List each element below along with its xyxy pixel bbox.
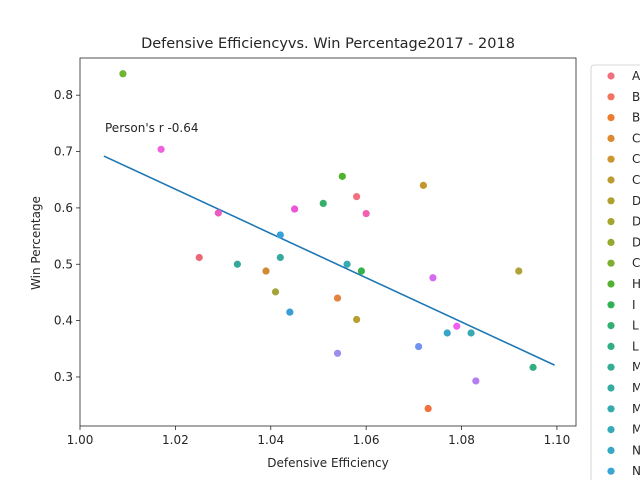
legend-label: L: [632, 319, 639, 333]
legend-marker: [607, 446, 615, 454]
data-point-12: [319, 199, 327, 207]
legend-label: D: [632, 215, 640, 229]
regression-line: [103, 155, 555, 366]
legend-marker: [607, 134, 615, 142]
data-point-5: [233, 260, 241, 268]
data-point-27: [467, 329, 475, 337]
data-point-3: [214, 209, 222, 217]
x-axis-ticks: 1.00 1.02 1.04 1.06 1.08 1.10: [67, 426, 571, 447]
x-tick-label: 1.02: [162, 433, 189, 447]
legend-marker: [607, 218, 615, 226]
data-point-15: [338, 172, 346, 180]
legend-marker: [607, 259, 615, 267]
data-point-29: [515, 267, 523, 275]
y-axis-ticks: 0.3 0.4 0.5 0.6 0.7 0.8: [54, 88, 80, 384]
data-point-16: [343, 260, 351, 268]
legend-marker: [607, 301, 615, 309]
legend-label: L: [632, 339, 639, 353]
legend-label: D: [632, 235, 640, 249]
y-axis-label: Win Percentage: [29, 196, 43, 290]
x-tick-label: 1.06: [353, 433, 380, 447]
x-tick-label: 1.10: [544, 433, 571, 447]
legend-label: C: [632, 173, 640, 187]
data-point-1: [119, 70, 127, 78]
plot-area: [103, 70, 555, 413]
legend-label: B: [632, 111, 640, 125]
legend-marker: [607, 467, 615, 475]
data-point-25: [443, 329, 451, 337]
x-axis-label: Defensive Efficiency: [267, 456, 389, 470]
data-point-8: [276, 231, 284, 239]
x-tick-label: 1.04: [257, 433, 284, 447]
legend-marker: [607, 93, 615, 101]
legend-label: M: [632, 381, 640, 395]
data-point-17: [353, 193, 361, 201]
legend-label: B: [632, 90, 640, 104]
data-points: [119, 70, 537, 413]
legend-marker: [607, 280, 615, 288]
data-point-9: [276, 253, 284, 262]
data-point-20: [362, 209, 370, 218]
data-point-21: [415, 342, 423, 351]
legend-label: C: [632, 152, 640, 166]
legend-label: N: [632, 443, 640, 457]
legend-marker: [607, 342, 615, 350]
data-point-26: [453, 322, 461, 330]
data-point-30: [529, 363, 537, 371]
legend-marker: [607, 155, 615, 163]
data-point-2: [157, 145, 165, 153]
data-point-22: [419, 181, 427, 189]
correlation-annotation: Person's r -0.64: [105, 121, 199, 135]
data-point-24: [429, 274, 437, 282]
legend-marker: [607, 363, 615, 371]
data-point-13: [333, 294, 342, 302]
y-tick-label: 0.8: [54, 88, 73, 102]
y-tick-label: 0.7: [54, 145, 73, 159]
legend-label: N: [632, 464, 640, 478]
data-point-23: [424, 404, 432, 413]
plot-frame: [79, 57, 577, 427]
legend-marker: [607, 238, 615, 246]
chart-title: Defensive Efficiencyvs. Win Percentage20…: [141, 36, 515, 52]
data-point-6: [262, 267, 270, 275]
data-point-11: [291, 205, 299, 213]
data-point-18: [353, 315, 361, 324]
legend-label: M: [632, 402, 640, 416]
legend-box: [590, 64, 640, 480]
legend-label: H: [632, 277, 640, 291]
legend-marker: [607, 176, 615, 184]
legend-marker: [607, 405, 615, 413]
legend-marker: [607, 197, 615, 205]
legend-label: I: [632, 298, 636, 312]
y-tick-label: 0.3: [54, 370, 73, 384]
y-tick-label: 0.4: [54, 314, 73, 328]
legend-label: A: [632, 69, 640, 83]
legend-label: M: [632, 360, 640, 374]
legend-label: M: [632, 423, 640, 437]
y-tick-label: 0.5: [54, 257, 73, 271]
legend-marker: [607, 322, 615, 330]
legend-marker: [607, 114, 615, 122]
legend-label: C: [632, 256, 640, 270]
data-point-4: [195, 253, 203, 262]
x-tick-label: 1.00: [67, 433, 94, 447]
legend-marker: [607, 426, 615, 434]
data-point-28: [472, 377, 480, 385]
legend-marker: [607, 72, 615, 80]
data-point-10: [286, 308, 294, 316]
legend-label: D: [632, 194, 640, 208]
data-point-7: [271, 288, 280, 296]
legend-label: C: [632, 131, 640, 145]
y-tick-label: 0.6: [54, 201, 73, 215]
legend-marker: [607, 384, 615, 392]
data-point-14: [333, 349, 342, 357]
x-tick-label: 1.08: [448, 433, 475, 447]
data-point-19: [357, 267, 365, 275]
